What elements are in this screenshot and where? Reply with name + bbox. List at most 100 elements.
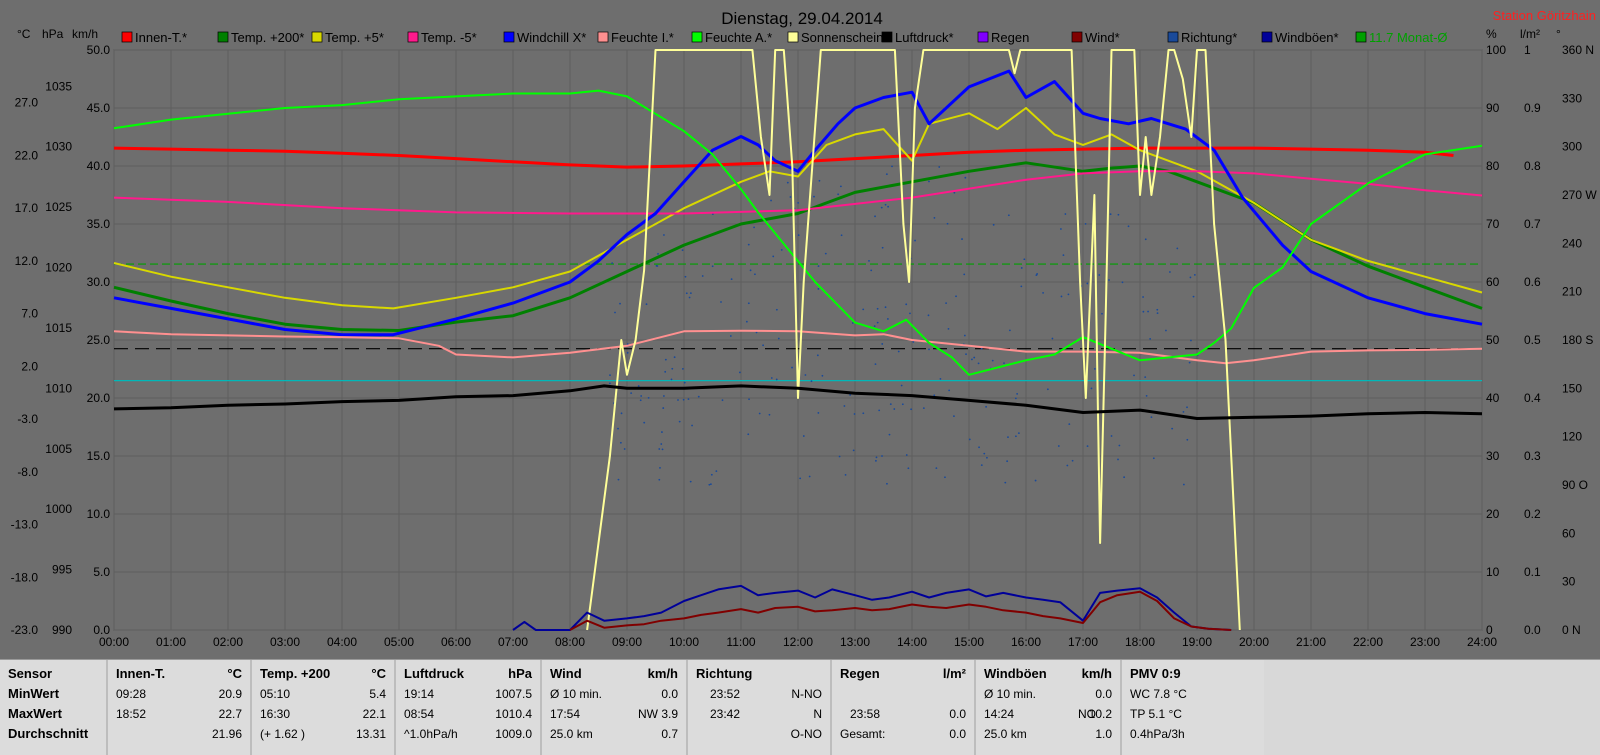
legend-swatch	[597, 31, 609, 43]
legend-label: Wind*	[1085, 30, 1120, 45]
direction-dot	[1014, 397, 1017, 400]
direction-dot	[1192, 295, 1195, 298]
legend-swatch	[1167, 31, 1179, 43]
y-tick-label-percent: 20	[1486, 507, 1500, 521]
direction-dot	[961, 238, 963, 240]
x-tick-label: 00:00	[99, 635, 129, 649]
y-tick-label-percent: 60	[1486, 275, 1500, 289]
direction-dot	[884, 203, 887, 206]
direction-dot	[630, 392, 633, 395]
direction-dot	[977, 362, 980, 365]
y-tick-label-wind: 15.0	[87, 449, 111, 463]
direction-dot	[645, 303, 648, 306]
direction-dot	[1108, 279, 1110, 281]
y-tick-label-direction: 120	[1562, 430, 1582, 444]
direction-dot	[617, 478, 620, 481]
direction-dot	[1071, 459, 1074, 462]
col-richtung: Richtung 23:52 N-NO 23:42 N O-NO	[688, 660, 832, 755]
y-tick-label-direction: 360 N	[1562, 43, 1594, 57]
y-tick-label-temp: -18.0	[11, 570, 39, 584]
direction-dot	[817, 412, 820, 414]
legend-swatch	[691, 31, 703, 43]
direction-dot	[673, 356, 676, 359]
direction-dot	[1193, 273, 1196, 276]
direction-dot	[689, 292, 692, 295]
direction-dot	[663, 234, 665, 236]
direction-dot	[897, 350, 900, 353]
direction-dot	[885, 173, 888, 176]
direction-dot	[640, 395, 643, 397]
y-tick-label-temp: 27.0	[15, 96, 39, 110]
legend-label: Innen-T.*	[135, 30, 187, 45]
y-tick-label-rain: 0.3	[1524, 449, 1541, 463]
direction-dot	[880, 206, 883, 209]
direction-dot	[938, 166, 941, 168]
direction-dot	[1186, 438, 1189, 441]
y-tick-label-direction: 150	[1562, 381, 1582, 395]
y-tick-label-direction: 210	[1562, 285, 1582, 299]
y-tick-label-temp: 22.0	[15, 148, 39, 162]
legend-label: Windböen*	[1275, 30, 1339, 45]
direction-dot	[1171, 427, 1174, 430]
direction-dot	[818, 179, 821, 182]
direction-dot	[821, 374, 824, 377]
direction-dot	[1060, 228, 1062, 230]
direction-dot	[683, 381, 686, 384]
direction-dot	[1003, 362, 1005, 365]
x-tick-label: 02:00	[213, 635, 243, 649]
direction-dot	[1150, 416, 1153, 419]
direction-dot	[1017, 432, 1020, 435]
direction-dot	[840, 234, 843, 237]
x-tick-label: 16:00	[1011, 635, 1041, 649]
direction-dot	[1169, 271, 1171, 273]
col-regen: Regen l/m² 23:58 0.0 Gesamt: 0.0	[832, 660, 976, 755]
series-line	[569, 590, 1232, 631]
direction-dot	[804, 374, 807, 376]
series-line	[113, 170, 1483, 215]
y-tick-label-direction: 270 W	[1562, 188, 1597, 202]
direction-dot	[884, 306, 887, 309]
row-time: 16:30	[260, 707, 291, 721]
y-tick-label-temp: -8.0	[17, 465, 38, 479]
direction-dot	[1110, 435, 1113, 437]
direction-dot	[955, 295, 957, 298]
direction-dot	[933, 394, 936, 397]
legend-label: Regen	[991, 30, 1029, 45]
direction-dot	[1127, 225, 1130, 228]
row-value: 0.4hPa/3h	[1130, 727, 1185, 741]
col-unit: °C	[371, 666, 386, 681]
series-line	[113, 107, 1483, 310]
direction-dot	[775, 378, 778, 381]
station-name: Station Göritzhain	[1493, 8, 1596, 23]
direction-dot	[661, 448, 664, 451]
direction-dot	[655, 264, 658, 267]
direction-dot	[661, 431, 663, 433]
col-unit: hPa	[508, 666, 532, 681]
col-title: Luftdruck	[404, 666, 464, 681]
y-tick-label-temp: -23.0	[11, 623, 39, 637]
legend-swatch	[121, 31, 133, 43]
weather-chart: 00:00 01:00 02:00 03:00 04:00 05:00 06:00 07:00…	[11, 8, 1598, 649]
direction-dot	[1144, 238, 1147, 241]
direction-dot	[876, 307, 879, 310]
unit-pressure: hPa	[42, 27, 64, 41]
row-value: 0.0	[661, 687, 678, 701]
y-tick-label-direction: 180 S	[1562, 333, 1593, 347]
row-label: MinWert	[8, 686, 60, 701]
y-tick-label-direction: 60	[1562, 526, 1576, 540]
direction-dot	[862, 308, 865, 311]
x-tick-label: 24:00	[1467, 635, 1497, 649]
direction-dot	[893, 408, 896, 410]
legend-swatch	[787, 31, 799, 43]
col-title: Wind	[550, 666, 582, 681]
direction-dot	[873, 325, 876, 328]
y-tick-label-wind: 50.0	[87, 43, 111, 57]
x-tick-label: 15:00	[954, 635, 984, 649]
direction-dot	[1176, 247, 1179, 250]
direction-dot	[1144, 376, 1147, 379]
direction-dot	[1060, 295, 1063, 298]
y-tick-label-wind: 10.0	[87, 507, 111, 521]
row-time: 23:42	[710, 707, 741, 721]
direction-dot	[684, 275, 687, 278]
direction-dot	[948, 389, 951, 392]
